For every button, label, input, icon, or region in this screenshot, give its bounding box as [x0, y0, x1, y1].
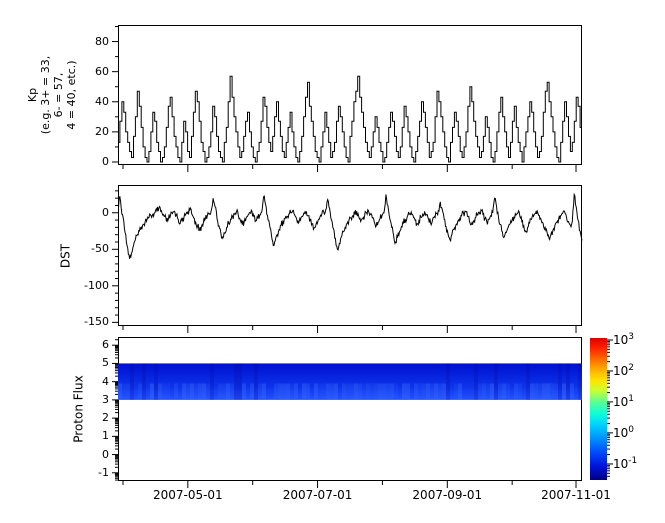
colorbar-label-exponent: 0 — [628, 424, 635, 435]
y-tick-label: 4 — [102, 374, 109, 388]
y-tick-label: 0 — [102, 154, 109, 168]
colorbar-tick-label: 100 — [613, 425, 657, 441]
colorbar-gradient — [590, 338, 607, 480]
y-tick-label: 80 — [95, 34, 109, 48]
y-tick-label: 1 — [102, 429, 109, 443]
colorbar-label-base: 10 — [613, 394, 629, 409]
panel-proton-flux — [118, 337, 582, 481]
colorbar-tick-label: 101 — [613, 394, 657, 410]
y-tick-label: 2 — [102, 411, 109, 425]
x-axis-date-label: 2007-09-01 — [412, 488, 483, 502]
y-tick-label: -50 — [91, 242, 109, 256]
colorbar-tick-label: 102 — [613, 363, 657, 379]
colorbar-label-base: 10 — [613, 332, 629, 347]
x-axis-date-label: 2007-07-01 — [282, 488, 353, 502]
colorbar-tick-label: 103 — [613, 332, 657, 348]
x-axis-date-label: 2007-11-01 — [541, 488, 611, 502]
y-tick-label: -100 — [84, 278, 109, 292]
y-tick-label: -150 — [84, 315, 109, 329]
colorbar-label-exponent: 3 — [628, 331, 635, 342]
panel-kp — [118, 25, 582, 165]
panel-dst — [118, 185, 582, 326]
colorbar-label-base: 10 — [613, 456, 629, 471]
colorbar-tick-label: 10-1 — [613, 456, 657, 472]
y-tick-label: 0 — [102, 205, 109, 219]
y-tick-label: -1 — [98, 465, 109, 479]
x-axis-date-label: 2007-05-01 — [152, 488, 223, 502]
colorbar-label-base: 10 — [613, 363, 629, 378]
y-tick-label: 40 — [95, 94, 109, 108]
y-tick-label: 20 — [95, 124, 109, 138]
colorbar-label-base: 10 — [613, 425, 629, 440]
y-tick-label: 0 — [102, 447, 109, 461]
y-tick-label: 60 — [95, 64, 109, 78]
y-tick-label: 6 — [102, 338, 109, 352]
y-tick-label: 3 — [102, 392, 109, 406]
colorbar-label-exponent: 2 — [628, 362, 635, 373]
colorbar-label-exponent: 1 — [628, 393, 635, 404]
y-tick-label: 5 — [102, 356, 109, 370]
colorbar-label-exponent: -1 — [628, 455, 638, 466]
